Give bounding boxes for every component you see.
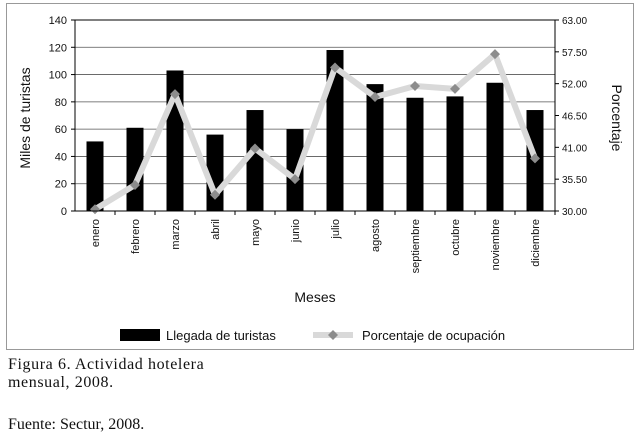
line-point — [450, 83, 460, 94]
x-axis-label: Meses — [294, 289, 335, 305]
y-right-tick-label: 63.00 — [562, 16, 587, 27]
line-point — [330, 62, 340, 73]
y-right-tick-label: 41.00 — [562, 143, 587, 154]
y-axis-left-label: Miles de turistas — [17, 67, 33, 168]
y-right-tick-label: 52.00 — [562, 80, 587, 91]
y-right-tick-label: 35.50 — [562, 175, 587, 186]
x-tick-label: mayo — [250, 219, 262, 246]
x-tick-label: agosto — [370, 219, 382, 252]
y-left-tick-label: 20 — [55, 179, 67, 191]
line-point — [490, 49, 500, 60]
source-caption: Fuente: Sectur, 2008. — [8, 416, 145, 433]
bar — [246, 110, 264, 211]
x-tick-label: junio — [290, 219, 302, 243]
y-right-tick-label: 57.50 — [562, 48, 587, 59]
line-series-occupancy — [93, 51, 538, 212]
bar — [286, 129, 304, 211]
bar — [486, 82, 504, 211]
legend: Llegada de turistas Porcentaje de ocupac… — [120, 328, 505, 343]
line-point — [210, 189, 220, 200]
y-right-tick-label: 30.00 — [562, 207, 587, 218]
x-tick-label: julio — [330, 219, 342, 240]
x-tick-label: noviembre — [490, 219, 502, 270]
y-right-tick-label: 46.50 — [562, 112, 587, 123]
y-left-tick-label: 140 — [49, 15, 67, 27]
line-point — [250, 143, 260, 154]
y-left-tick-label: 0 — [61, 206, 67, 218]
figure-caption: Figura 6. Actividad hotelera mensual, 20… — [8, 356, 205, 391]
legend-swatch-bar — [120, 329, 160, 341]
bar — [326, 50, 344, 212]
y-left-tick-label: 80 — [55, 97, 67, 109]
bar — [406, 97, 424, 211]
y-axis-right-label: Porcentaje — [609, 85, 625, 152]
x-tick-label: octubre — [450, 219, 462, 256]
y-left-tick-label: 60 — [55, 124, 67, 136]
legend-label-line: Porcentaje de ocupación — [362, 328, 505, 343]
line-point — [410, 80, 420, 91]
y-left-tick-label: 100 — [49, 70, 67, 82]
line-point — [530, 153, 540, 164]
x-tick-label: marzo — [170, 219, 182, 250]
line-point — [130, 179, 140, 190]
bar — [366, 84, 384, 211]
x-tick-label: septiembre — [410, 219, 422, 273]
line-point — [170, 89, 180, 100]
line-point — [370, 91, 380, 102]
x-tick-label: febrero — [130, 219, 142, 254]
bar — [86, 141, 104, 211]
y-left-tick-label: 120 — [49, 42, 67, 54]
x-tick-label: enero — [90, 219, 102, 247]
legend-swatch-marker — [328, 330, 338, 340]
chart: 0 20 40 60 80 100 120 140 30.00 35.50 41.00 46.50 5… — [17, 15, 625, 343]
legend-label-bar: Llegada de turistas — [166, 328, 276, 343]
line-point — [90, 204, 100, 215]
x-tick-label: diciembre — [530, 219, 542, 267]
x-tick-label: abril — [210, 219, 222, 240]
line-point — [290, 174, 300, 185]
y-left-tick-label: 40 — [55, 151, 67, 163]
bar — [446, 96, 464, 211]
